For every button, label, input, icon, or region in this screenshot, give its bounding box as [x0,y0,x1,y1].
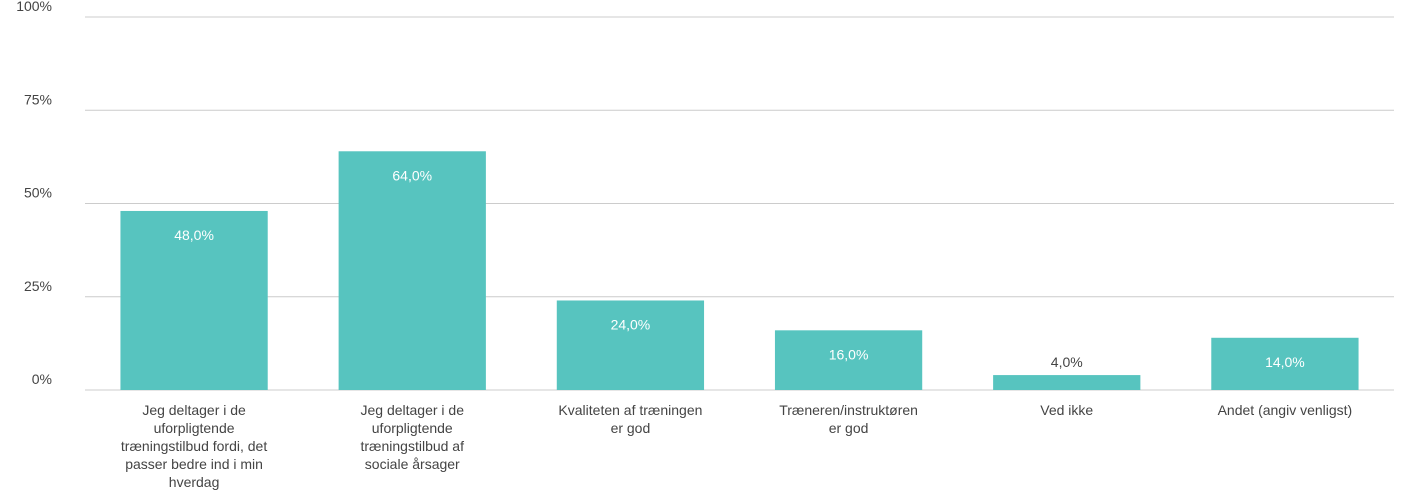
y-tick-label: 0% [32,371,52,387]
x-tick-label: Træneren/instruktøren er god [779,402,918,436]
bar [774,330,923,390]
x-tick-label: Kvaliteten af træningen er god [558,402,702,436]
x-tick-label: Andet (angiv venligst) [1218,402,1353,418]
bar [120,210,268,390]
x-tick-label: Ved ikke [1040,402,1093,418]
y-tick-label: 50% [24,185,52,201]
x-tick-label: Jeg deltager i de uforpligtende træningsti… [121,402,267,490]
y-tick-label: 25% [24,278,52,294]
value-label: 48,0% [174,227,214,243]
bar [993,375,1141,390]
value-label: 14,0% [1265,354,1305,370]
y-tick-label: 100% [16,0,52,14]
x-tick-label: Jeg deltager i de uforpligtende træningsti… [360,402,464,472]
value-label: 24,0% [611,316,651,332]
bar [1211,337,1359,390]
value-label: 64,0% [392,167,432,183]
bar [556,300,705,390]
bar [338,151,486,390]
value-label: 16,0% [829,346,869,362]
y-tick-label: 75% [24,91,52,107]
value-label: 4,0% [1051,354,1083,370]
